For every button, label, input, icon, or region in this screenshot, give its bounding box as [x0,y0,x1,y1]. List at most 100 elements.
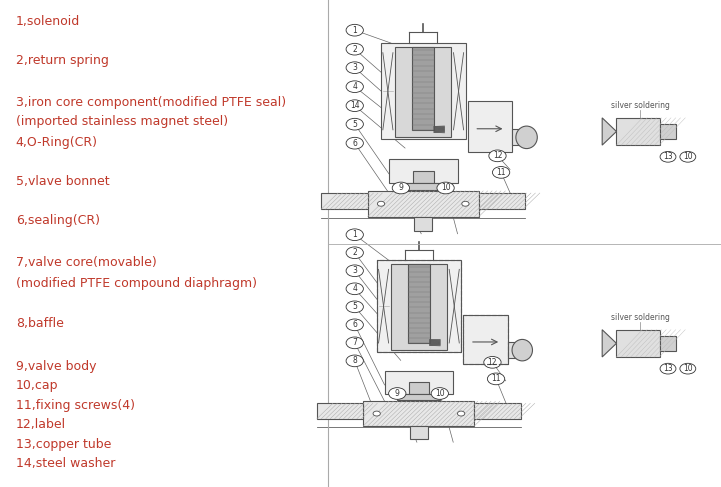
Bar [376,260,461,352]
Text: 10: 10 [441,184,451,192]
Text: 12: 12 [487,358,497,367]
Bar [508,342,525,358]
Text: 6: 6 [353,139,357,148]
Text: (imported stainless magnet steel): (imported stainless magnet steel) [16,115,228,128]
Bar [414,217,433,230]
Text: 12,label: 12,label [16,418,66,431]
Circle shape [346,43,363,55]
Circle shape [431,388,448,399]
Bar [376,260,461,352]
Circle shape [484,356,501,368]
Circle shape [461,201,469,206]
Bar [409,382,429,394]
Bar [322,193,368,209]
Circle shape [660,363,676,374]
Bar [381,43,466,139]
Text: 6,sealing(CR): 6,sealing(CR) [16,214,100,226]
Circle shape [392,182,410,194]
Text: 2: 2 [353,248,357,257]
Bar [384,371,454,394]
Circle shape [680,363,696,374]
Ellipse shape [512,339,533,361]
Bar [363,401,474,426]
Text: 4: 4 [353,284,357,293]
Text: 10: 10 [435,389,445,398]
Circle shape [346,337,363,349]
Circle shape [346,118,363,130]
Text: 3,iron core component(modified PTFE seal): 3,iron core component(modified PTFE seal… [16,96,286,109]
Text: 13: 13 [663,364,673,373]
Ellipse shape [516,126,537,149]
Circle shape [660,151,676,162]
Bar [397,394,441,400]
Bar [474,403,521,419]
Circle shape [373,411,381,416]
Bar [317,403,363,419]
Circle shape [680,151,696,162]
Circle shape [346,265,363,277]
Text: (modified PTFE compound diaphragm): (modified PTFE compound diaphragm) [16,277,257,290]
Text: 10: 10 [683,152,693,161]
Bar [410,426,428,439]
Text: 14: 14 [350,101,360,110]
Circle shape [346,283,363,295]
Text: 1: 1 [353,230,357,239]
Text: silver soldering: silver soldering [611,101,670,110]
Text: 5,vlave bonnet: 5,vlave bonnet [16,175,110,187]
Text: 2: 2 [353,45,357,54]
Text: 9,valve body: 9,valve body [16,360,97,373]
Bar [616,330,660,357]
Circle shape [487,373,505,385]
Bar [660,336,676,351]
Text: 8,baffle: 8,baffle [16,318,63,330]
Text: 11: 11 [496,168,506,177]
Bar [395,47,451,137]
Circle shape [346,100,363,112]
Polygon shape [602,330,616,357]
Text: 5: 5 [353,302,357,311]
Bar [464,316,508,364]
Bar [391,264,447,350]
Text: silver soldering: silver soldering [611,313,670,322]
Bar [660,124,676,139]
Bar [464,316,508,364]
Text: 13,copper tube: 13,copper tube [16,438,111,450]
Circle shape [389,388,406,399]
Circle shape [346,355,363,367]
Text: 11,fixing screws(4): 11,fixing screws(4) [16,399,135,412]
Text: 14,steel washer: 14,steel washer [16,457,115,470]
Bar [468,101,512,152]
Bar [368,191,479,217]
Polygon shape [602,118,616,145]
Text: 7,valve core(movable): 7,valve core(movable) [16,257,156,269]
Text: 2,return spring: 2,return spring [16,55,109,67]
Bar [479,193,525,209]
Text: 4,O-Ring(CR): 4,O-Ring(CR) [16,136,98,149]
Circle shape [492,167,510,178]
Circle shape [377,201,385,206]
Circle shape [437,182,454,194]
Circle shape [457,411,465,416]
Bar [413,171,433,184]
Circle shape [489,150,506,162]
Text: 10: 10 [683,364,693,373]
Text: 9: 9 [399,184,403,192]
Bar [616,118,660,145]
Text: 8: 8 [353,356,357,365]
Circle shape [346,137,363,149]
Text: 1: 1 [353,26,357,35]
Bar [389,159,458,184]
Text: 10,cap: 10,cap [16,379,58,392]
Circle shape [346,319,363,331]
Circle shape [346,24,363,36]
Circle shape [346,301,363,313]
Text: 6: 6 [353,320,357,329]
Text: 5: 5 [353,120,357,129]
Circle shape [346,229,363,241]
Text: 12: 12 [492,151,503,160]
Text: 4: 4 [353,82,357,91]
Text: 11: 11 [491,375,501,383]
Bar [402,184,445,189]
Text: 13: 13 [663,152,673,161]
Circle shape [346,81,363,93]
